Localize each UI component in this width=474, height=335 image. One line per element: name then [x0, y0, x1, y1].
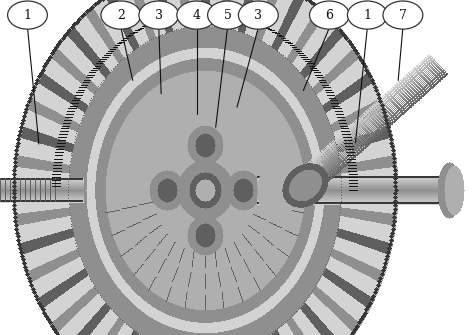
Text: 6: 6 — [326, 9, 333, 21]
Circle shape — [347, 1, 387, 29]
Text: 3: 3 — [155, 9, 163, 21]
Text: 4: 4 — [193, 9, 201, 21]
Circle shape — [139, 1, 179, 29]
Circle shape — [8, 1, 47, 29]
Text: 5: 5 — [224, 9, 231, 21]
Text: 7: 7 — [399, 9, 407, 21]
Circle shape — [208, 1, 247, 29]
Circle shape — [310, 1, 349, 29]
Text: 1: 1 — [24, 9, 31, 21]
Text: 1: 1 — [364, 9, 371, 21]
Circle shape — [238, 1, 278, 29]
Text: 3: 3 — [255, 9, 262, 21]
Circle shape — [101, 1, 141, 29]
Circle shape — [383, 1, 423, 29]
Text: 2: 2 — [117, 9, 125, 21]
Circle shape — [177, 1, 217, 29]
